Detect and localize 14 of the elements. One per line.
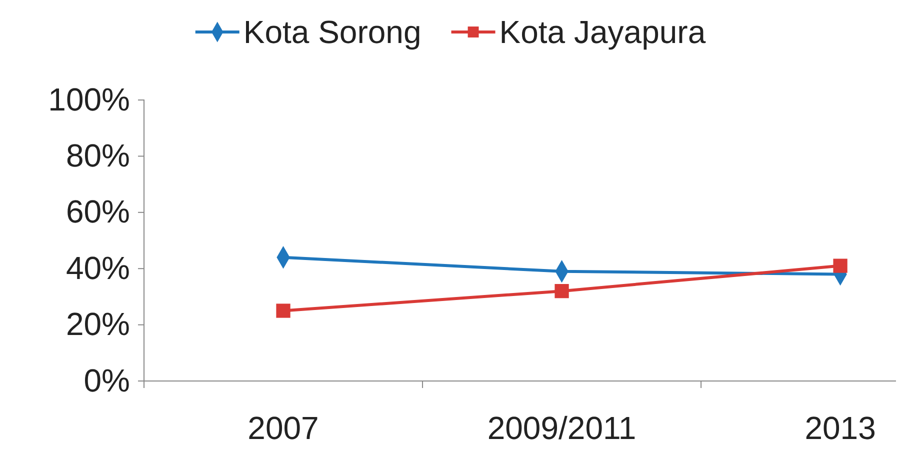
x-tick-label: 2007	[248, 410, 319, 446]
y-tick-label: 0%	[84, 362, 130, 398]
y-tick-label: 100%	[48, 81, 130, 118]
point	[554, 284, 569, 298]
y-tick-label: 40%	[66, 250, 130, 286]
point	[276, 304, 290, 318]
y-tick-label: 60%	[66, 194, 130, 230]
legend-label: Kota Jayapura	[499, 14, 706, 50]
x-tick-label: 2009/2011	[487, 410, 636, 446]
y-tick-label: 20%	[66, 306, 130, 342]
x-tick-label: 2013	[804, 410, 876, 446]
y-tick-label: 80%	[66, 137, 130, 174]
point	[833, 258, 848, 273]
legend-label: Kota Sorong	[243, 14, 422, 50]
